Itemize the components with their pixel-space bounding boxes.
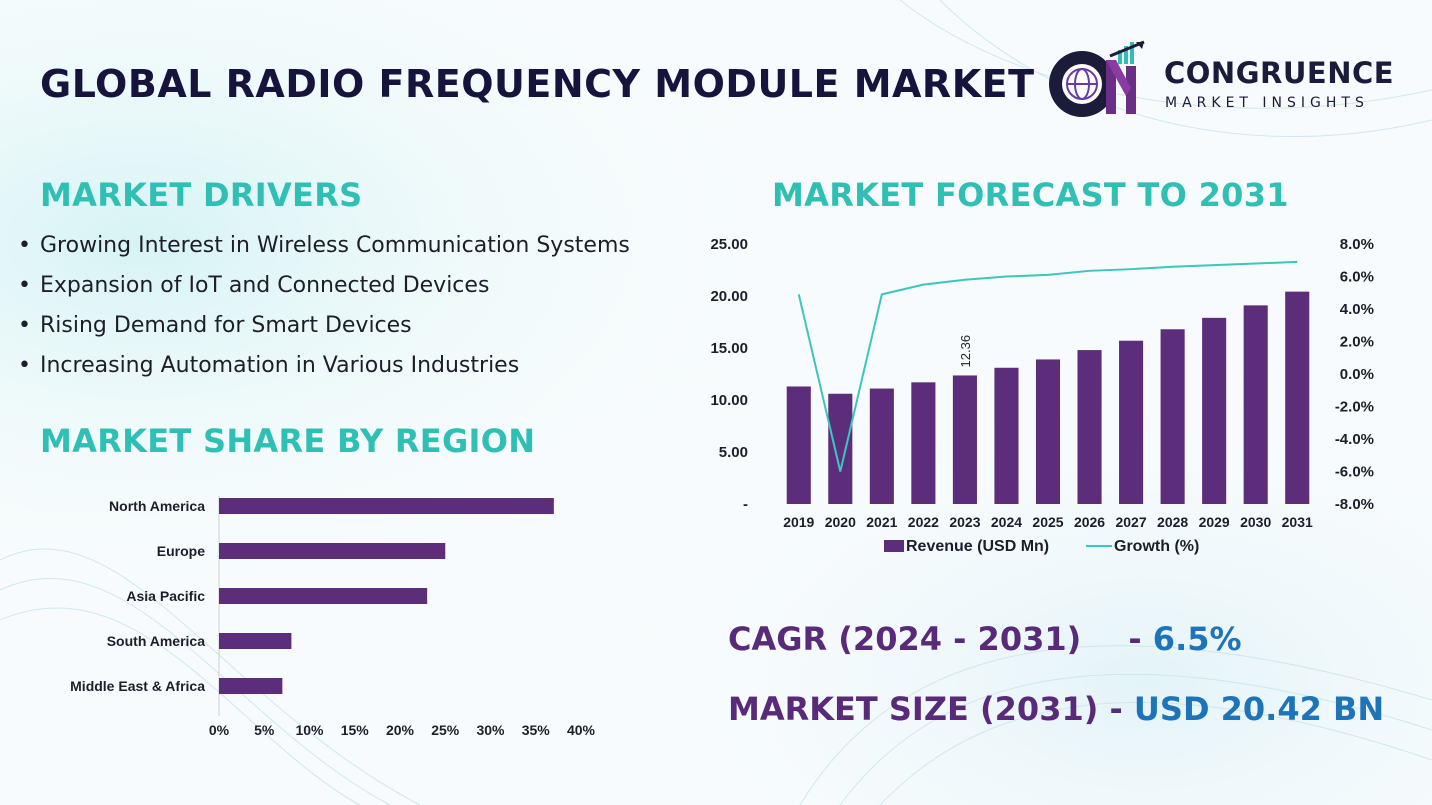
company-logo: CONGRUENCE MARKET INSIGHTS [1046, 40, 1396, 120]
revenue-bar [786, 386, 811, 504]
region-x-tick-label: 30% [476, 722, 505, 738]
region-bar [219, 633, 292, 649]
forecast-left-tick-label: 25.00 [710, 236, 748, 253]
forecast-left-tick-label: 15.00 [710, 340, 748, 357]
page-title: GLOBAL RADIO FREQUENCY MODULE MARKET [40, 62, 1035, 106]
region-x-tick-label: 35% [522, 722, 551, 738]
driver-item: • Increasing Automation in Various Indust… [18, 353, 520, 378]
revenue-bar [1243, 305, 1268, 504]
forecast-left-tick-label: 20.00 [710, 288, 748, 305]
forecast-year-label: 2027 [1115, 514, 1146, 530]
forecast-right-tick-label: 8.0% [1340, 236, 1374, 253]
forecast-right-tick-label: 4.0% [1340, 301, 1374, 318]
cagr-line: CAGR (2024 - 2031) - 6.5% [728, 620, 1242, 658]
growth-line [797, 260, 1298, 472]
forecast-right-tick-label: -8.0% [1335, 496, 1374, 513]
driver-item: • Expansion of IoT and Connected Devices [18, 273, 490, 298]
region-category-label: Middle East & Africa [70, 678, 205, 694]
market-size-line: MARKET SIZE (2031) - USD 20.42 BN [728, 690, 1384, 728]
forecast-year-label: 2024 [991, 514, 1022, 530]
driver-item: • Rising Demand for Smart Devices [18, 313, 412, 338]
region-x-tick-label: 40% [567, 722, 596, 738]
region-x-tick-label: 0% [209, 722, 230, 738]
region-bar [219, 678, 283, 694]
forecast-right-tick-label: 2.0% [1340, 334, 1374, 351]
region-category-label: South America [107, 633, 205, 649]
forecast-right-tick-label: -6.0% [1335, 464, 1374, 481]
forecast-year-label: 2028 [1157, 514, 1188, 530]
region-x-tick-label: 25% [431, 722, 460, 738]
logo-brand-text: CONGRUENCE [1164, 56, 1395, 90]
forecast-chart: - 5.00 10.00 15.00 20.00 25.00 -8.0% -6.0% -4.0%… [710, 236, 1374, 555]
forecast-right-tick-label: 0.0% [1340, 366, 1374, 383]
drivers-heading: MARKET DRIVERS [40, 176, 363, 214]
region-x-tick-label: 20% [386, 722, 415, 738]
legend-growth-label: Growth (%) [1114, 538, 1199, 555]
region-heading: MARKET SHARE BY REGION [40, 422, 536, 460]
revenue-data-label: 12.36 [958, 335, 973, 368]
forecast-year-label: 2031 [1282, 514, 1313, 530]
revenue-bar [1077, 350, 1102, 504]
region-share-chart: North America Europe Asia Pacific South Ame… [70, 496, 596, 738]
forecast-year-label: 2023 [949, 514, 980, 530]
region-category-label: Asia Pacific [126, 588, 205, 604]
market-size-label: MARKET SIZE (2031) [728, 690, 1099, 728]
forecast-year-label: 2026 [1074, 514, 1105, 530]
forecast-left-tick-label: - [743, 496, 748, 513]
revenue-bar [869, 388, 894, 504]
drivers-list: • Growing Interest in Wireless Communicat… [18, 228, 630, 388]
logo-mark-icon [1049, 40, 1145, 117]
forecast-year-label: 2029 [1199, 514, 1230, 530]
forecast-year-label: 2019 [783, 514, 814, 530]
region-bar [219, 588, 428, 604]
revenue-bar [1285, 291, 1310, 504]
forecast-year-label: 2020 [825, 514, 856, 530]
cagr-value: 6.5% [1152, 620, 1242, 658]
forecast-heading: MARKET FORECAST TO 2031 [772, 176, 1289, 214]
driver-item: • Growing Interest in Wireless Communicat… [18, 233, 630, 258]
legend-revenue-swatch [884, 540, 904, 552]
revenue-bar [911, 382, 936, 504]
forecast-year-label: 2025 [1032, 514, 1063, 530]
region-x-tick-label: 10% [295, 722, 324, 738]
revenue-bar [828, 393, 853, 504]
region-bar [219, 543, 446, 559]
forecast-year-label: 2022 [908, 514, 939, 530]
revenue-bar [952, 375, 977, 504]
region-category-label: Europe [157, 543, 205, 559]
region-x-tick-label: 5% [254, 722, 275, 738]
region-category-label: North America [109, 498, 205, 514]
market-size-value: USD 20.42 BN [1133, 690, 1385, 728]
revenue-bar [1035, 359, 1061, 504]
forecast-right-tick-label: 6.0% [1340, 269, 1374, 286]
revenue-bar [1160, 329, 1185, 504]
forecast-left-tick-label: 10.00 [710, 392, 748, 409]
revenue-bar [1119, 340, 1144, 504]
cagr-label: CAGR (2024 - 2031) [728, 620, 1082, 658]
forecast-year-label: 2030 [1240, 514, 1271, 530]
logo-sub-text: MARKET INSIGHTS [1165, 95, 1369, 111]
forecast-left-tick-label: 5.00 [719, 444, 748, 461]
forecast-right-tick-label: -2.0% [1335, 399, 1374, 416]
forecast-year-label: 2021 [866, 514, 897, 530]
revenue-bar [1202, 317, 1227, 504]
market-size-sep: - [1098, 690, 1134, 728]
revenue-bar [994, 367, 1019, 504]
region-bar [219, 498, 554, 514]
region-x-tick-label: 15% [341, 722, 370, 738]
forecast-right-tick-label: -4.0% [1335, 431, 1374, 448]
legend-revenue-label: Revenue (USD Mn) [906, 538, 1049, 555]
cagr-sep: - [1117, 620, 1153, 658]
